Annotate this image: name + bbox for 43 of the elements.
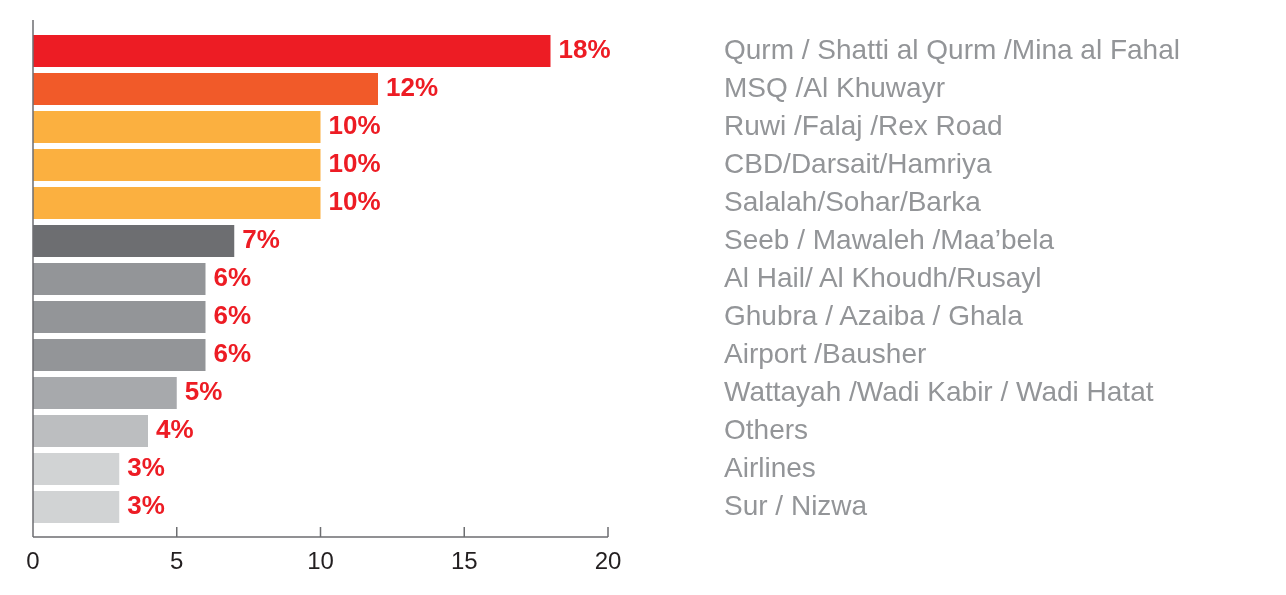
bar bbox=[33, 415, 148, 447]
bar bbox=[33, 149, 321, 181]
data-label: 10% bbox=[328, 148, 381, 179]
y-tick-label: Salalah/Sohar/Barka bbox=[724, 185, 982, 217]
x-tick-label: 15 bbox=[450, 547, 478, 575]
bar bbox=[33, 187, 321, 219]
y-tick-label: MSQ /Al Khuwayr bbox=[724, 71, 945, 103]
data-label: 10% bbox=[328, 110, 381, 141]
x-tick-label: 20 bbox=[594, 547, 622, 575]
bar bbox=[33, 453, 120, 485]
data-label: 4% bbox=[156, 414, 194, 445]
data-label: 10% bbox=[328, 186, 381, 217]
x-tick-label: 0 bbox=[26, 547, 40, 575]
bar bbox=[33, 35, 551, 67]
y-tick-label: Airport /Bausher bbox=[724, 337, 927, 369]
data-label: 6% bbox=[213, 338, 252, 369]
data-label: 5% bbox=[184, 376, 223, 407]
bar bbox=[33, 339, 206, 371]
y-tick-label: Ruwi /Falaj /Rex Road bbox=[724, 109, 1003, 141]
data-label: 3% bbox=[127, 490, 165, 521]
y-tick-label: Wattayah /Wadi Kabir / Wadi Hatat bbox=[724, 375, 1154, 407]
bar bbox=[33, 491, 120, 523]
y-tick-label: Airlines bbox=[724, 451, 816, 483]
data-label: 18% bbox=[558, 34, 611, 65]
y-tick-label: Sur / Nizwa bbox=[724, 489, 868, 521]
y-tick-label: Others bbox=[724, 413, 809, 445]
y-tick-label: Al Hail/ Al Khoudh/Rusayl bbox=[724, 261, 1042, 293]
bar bbox=[33, 263, 206, 295]
data-label: 6% bbox=[213, 300, 252, 331]
y-tick-label: Seeb / Mawaleh /Maa’bela bbox=[724, 223, 1055, 255]
y-tick-label: Qurm / Shatti al Qurm /Mina al Fahal bbox=[724, 33, 1180, 65]
data-label: 6% bbox=[213, 262, 252, 293]
bar bbox=[33, 301, 206, 333]
bar bbox=[33, 73, 378, 105]
y-tick-label: CBD/Darsait/Hamriya bbox=[724, 147, 993, 179]
x-tick-label: 10 bbox=[307, 547, 334, 575]
data-label: 3% bbox=[127, 452, 165, 483]
bar bbox=[33, 377, 177, 409]
bar bbox=[33, 111, 321, 143]
data-label: 7% bbox=[242, 224, 280, 255]
y-tick-label: Ghubra / Azaiba / Ghala bbox=[724, 299, 1024, 331]
data-label: 12% bbox=[386, 72, 439, 103]
x-tick-label: 5 bbox=[170, 547, 184, 575]
